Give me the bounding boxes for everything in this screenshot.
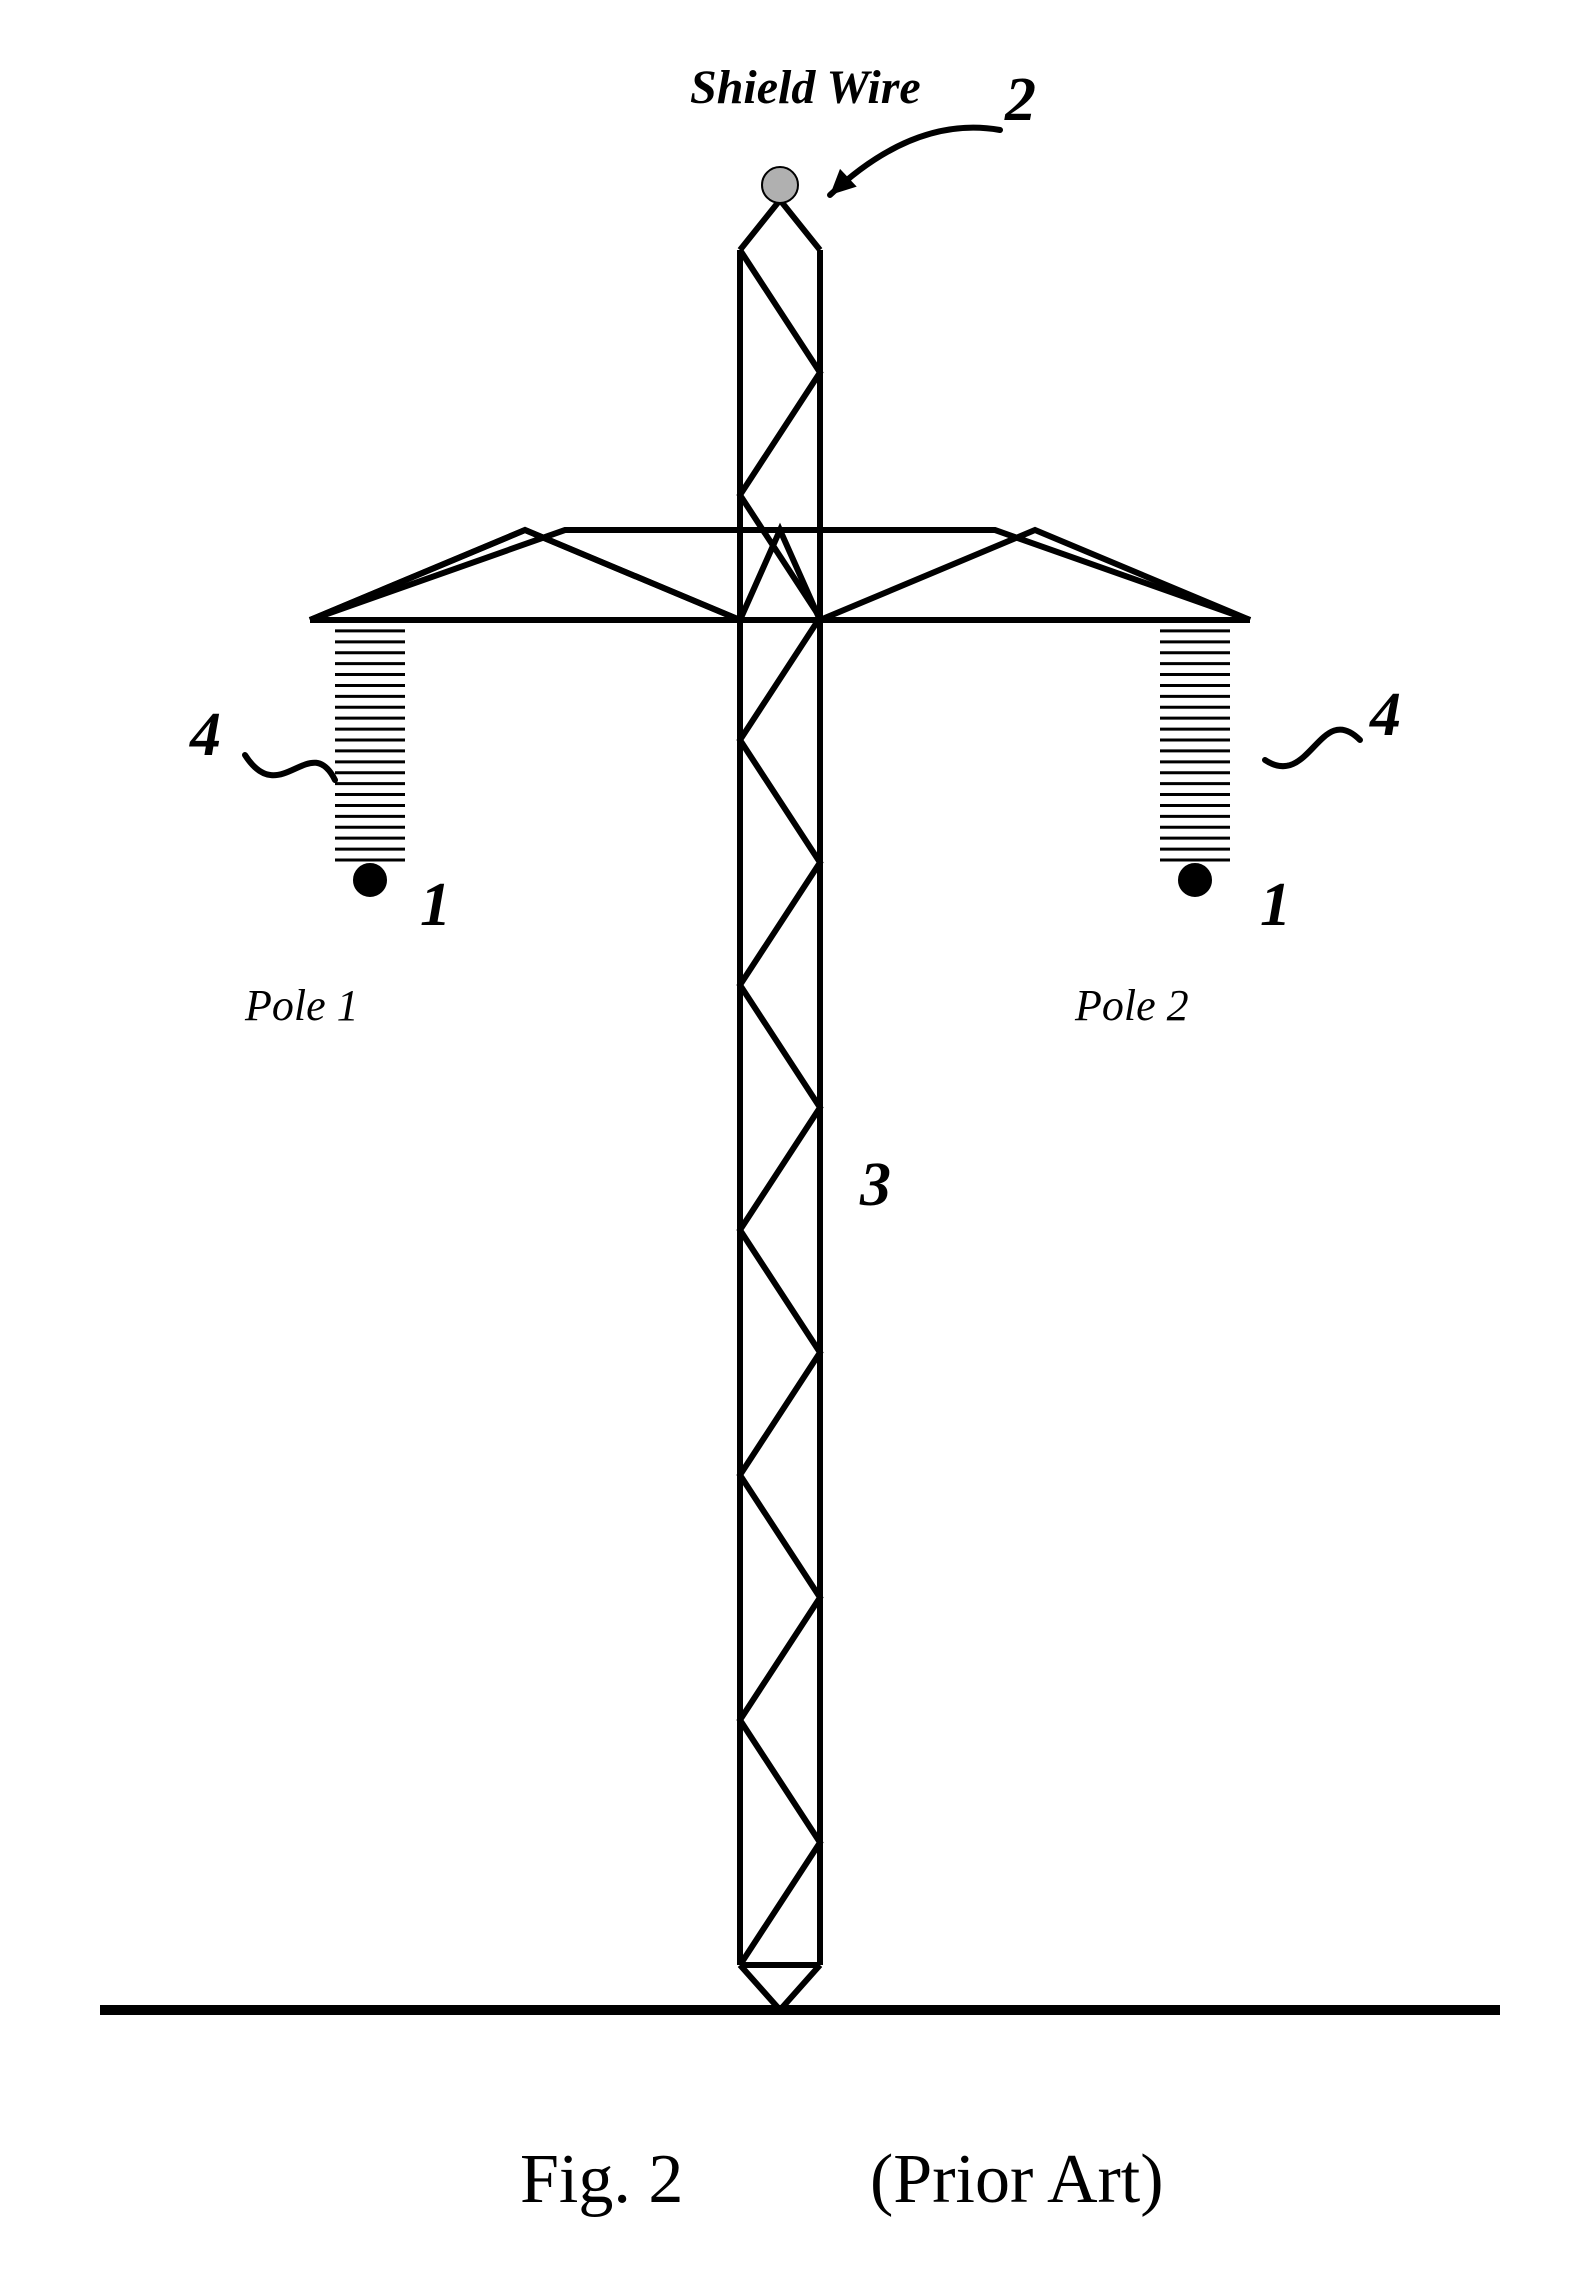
ref-4-insulator-left: 4 xyxy=(190,700,221,771)
crossarm-top xyxy=(310,530,1250,620)
figure-caption: Fig. 2 xyxy=(520,2140,683,2220)
ref-1-conductor-left: 1 xyxy=(420,870,451,941)
diagram-stage: Shield Wire 2 3 4 4 1 1 Pole 1 Pole 2 Fi… xyxy=(0,0,1581,2278)
arm-lacing-center xyxy=(740,530,820,620)
mast-peak xyxy=(740,200,820,250)
shield-wire-icon xyxy=(762,167,798,203)
figure-caption-note: (Prior Art) xyxy=(870,2140,1164,2220)
mast-foot xyxy=(740,1965,820,2010)
conductor-left xyxy=(354,864,386,896)
pole-2-label: Pole 2 xyxy=(1075,980,1189,1031)
leader-4-left xyxy=(245,755,335,780)
tower-diagram-svg xyxy=(0,0,1581,2278)
leader-2-arrow-shaft xyxy=(830,128,1000,195)
ref-4-insulator-right: 4 xyxy=(1370,680,1401,751)
shield-wire-label: Shield Wire xyxy=(690,60,921,115)
ref-2-shield-wire: 2 xyxy=(1005,65,1036,136)
ref-1-conductor-right: 1 xyxy=(1260,870,1291,941)
conductor-right xyxy=(1179,864,1211,896)
mast-lacing xyxy=(740,250,820,1965)
pole-1-label: Pole 1 xyxy=(245,980,359,1031)
leader-4-right xyxy=(1265,730,1360,767)
ref-3-mast: 3 xyxy=(860,1150,891,1221)
